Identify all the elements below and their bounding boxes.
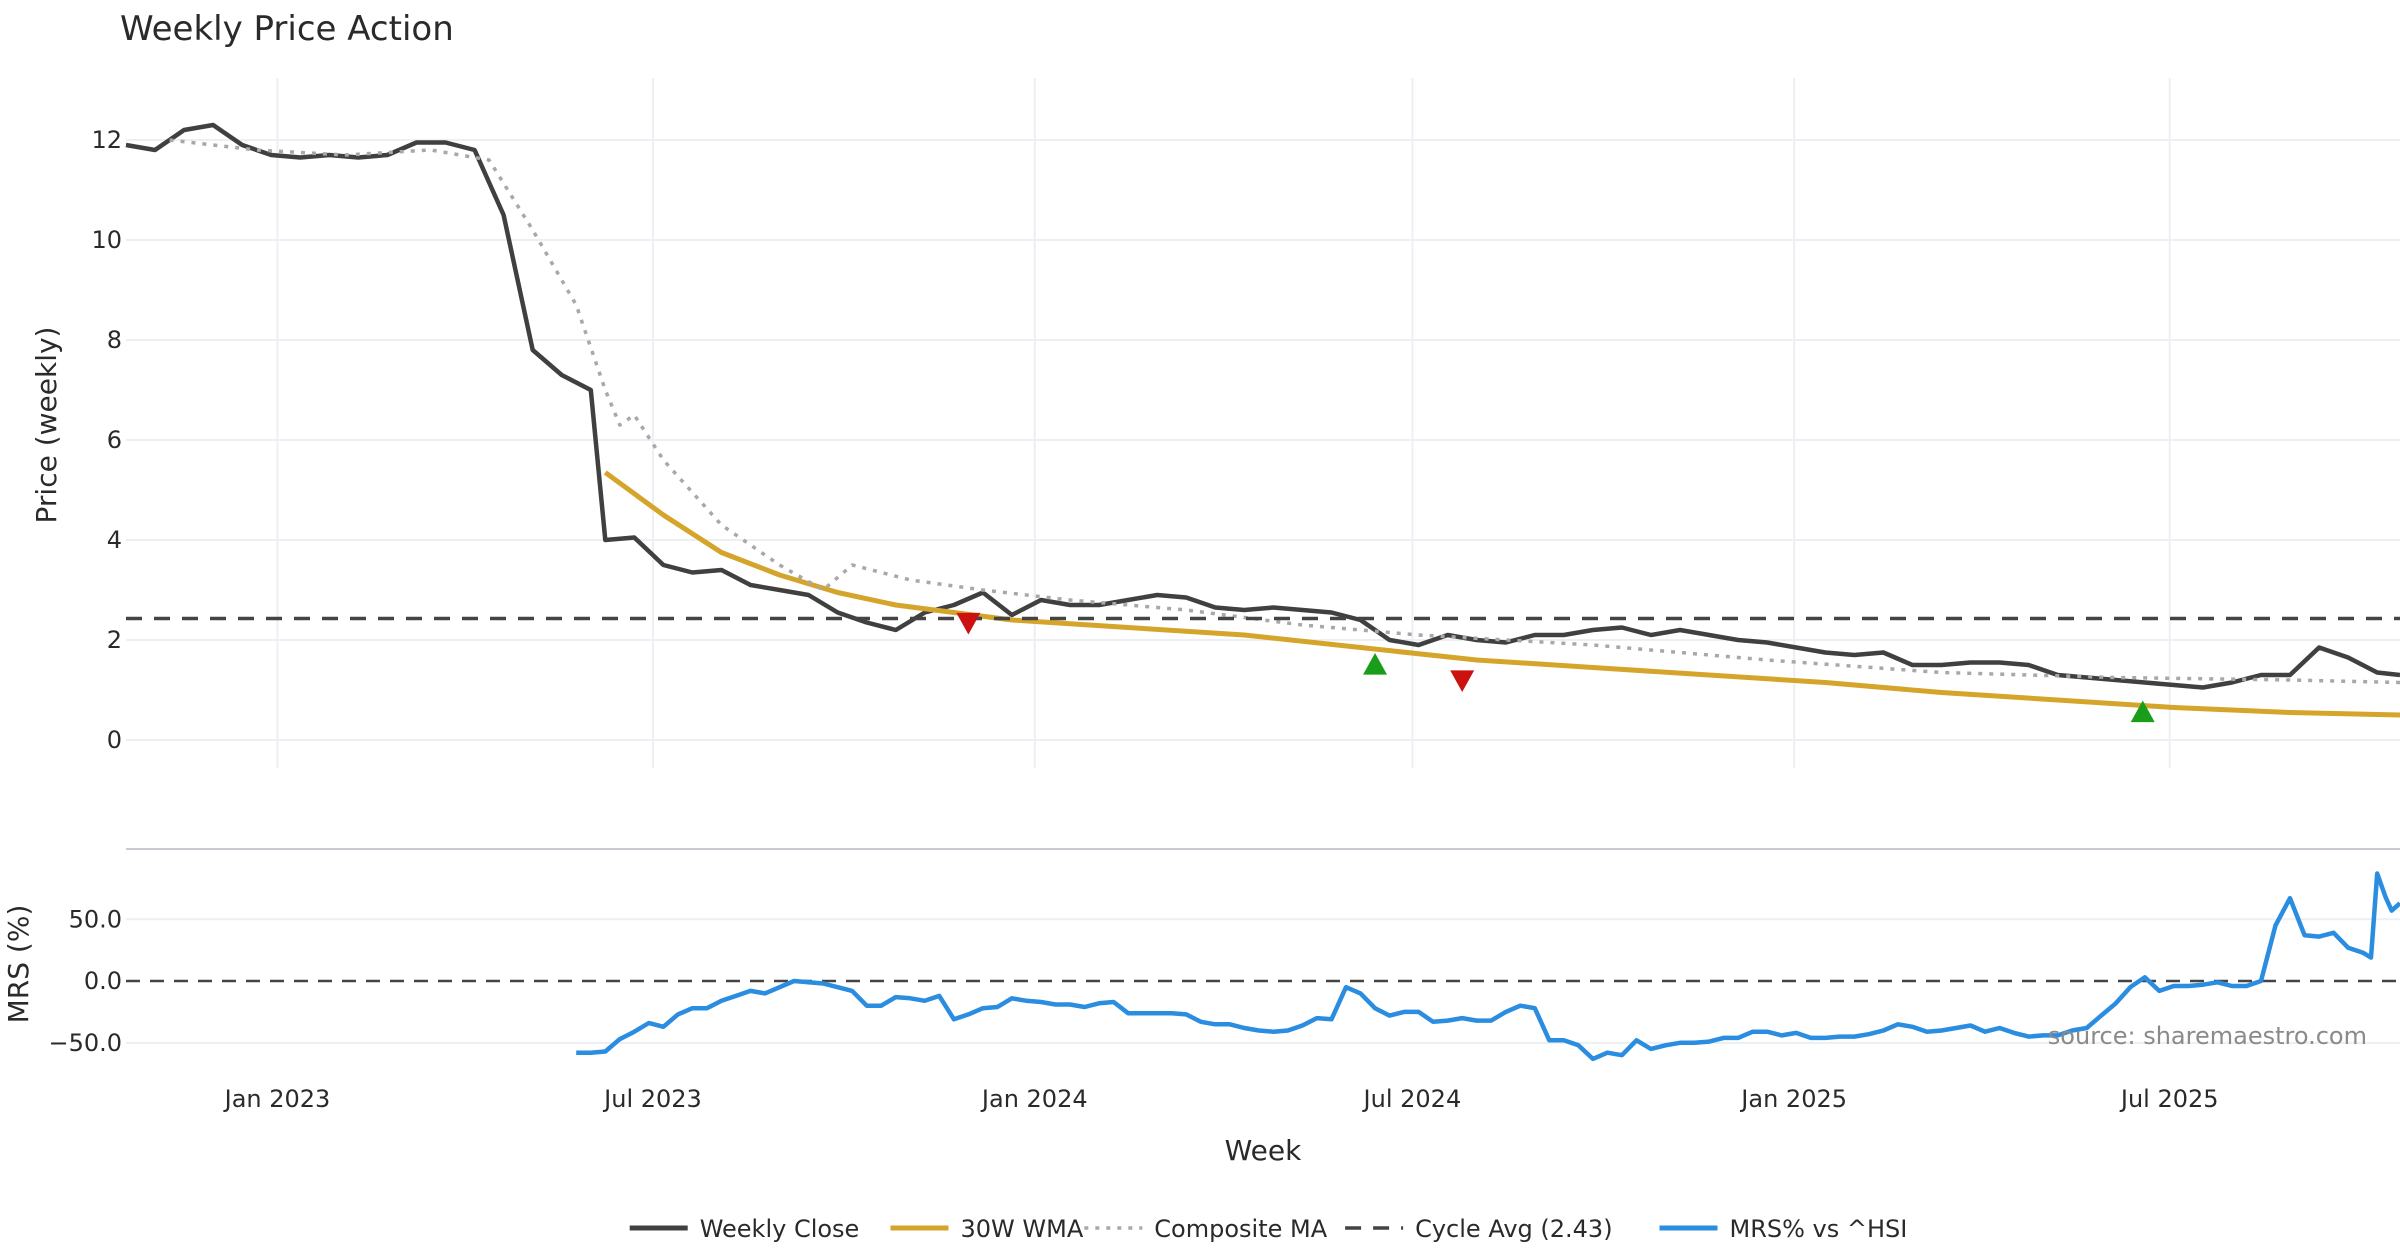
legend-label: Weekly Close (700, 1215, 860, 1243)
legend-item: Weekly Close (629, 1215, 860, 1243)
price-y-tick-label: 0 (107, 726, 122, 754)
x-axis-ticks: Jan 2023 Jul 2023 Jan 2024 Jul 2024 Jan 2025… (223, 1085, 2219, 1113)
legend-label: Composite MA (1154, 1215, 1327, 1243)
mrs-y-tick-label: −50.0 (48, 1029, 122, 1057)
buy-signal-marker (2130, 700, 2155, 723)
price-y-tick-label: 10 (91, 226, 122, 254)
x-tick-label: Jan 2024 (980, 1085, 1088, 1113)
price-y-tick-label: 8 (107, 326, 122, 354)
sell-signal-marker (1450, 670, 1475, 692)
price-signals (956, 612, 2155, 723)
chart-title: Weekly Price Action (120, 9, 454, 49)
legend-item: 30W WMA (890, 1215, 1084, 1243)
legend-label: Cycle Avg (2.43) (1415, 1215, 1612, 1243)
price-y-tick-label: 2 (107, 626, 122, 654)
legend-item: Composite MA (1084, 1215, 1328, 1243)
30w-wma-line (603, 470, 2400, 718)
weekly-close-line (125, 122, 2400, 690)
mrs-panel: 50.0 0.0 −50.0 MRS (%) (2, 871, 2400, 1062)
price-y-tick-label: 6 (107, 426, 122, 454)
price-y-tick-label: 4 (107, 526, 122, 554)
mrs-y-tick-label: 50.0 (69, 905, 122, 933)
legend-item: Cycle Avg (2.43) (1345, 1215, 1613, 1243)
mrs-series (576, 871, 2400, 1062)
mrs-line (576, 871, 2400, 1062)
legend-item: MRS% vs ^HSI (1659, 1215, 1908, 1243)
mrs-y-axis-label: MRS (%) (2, 905, 35, 1024)
source-label: source: sharemaestro.com (2048, 1022, 2367, 1050)
price-panel: 0 2 4 6 8 10 12 Price (weekly) (30, 78, 2400, 768)
legend-label: 30W WMA (961, 1215, 1084, 1243)
x-tick-label: Jan 2025 (1739, 1085, 1847, 1113)
price-y-ticks: 0 2 4 6 8 10 12 (91, 126, 122, 754)
mrs-y-ticks: 50.0 0.0 −50.0 (48, 905, 122, 1057)
price-gridlines (126, 78, 2400, 768)
x-tick-label: Jan 2023 (223, 1085, 331, 1113)
legend: Weekly Close 30W WMA Composite MA Cycle Avg… (629, 1215, 1908, 1243)
buy-signal-marker (1363, 653, 1388, 675)
price-y-axis-label: Price (weekly) (30, 327, 63, 524)
price-series (125, 122, 2400, 718)
legend-label: MRS% vs ^HSI (1730, 1215, 1908, 1243)
x-axis-label: Week (1225, 1134, 1302, 1167)
x-tick-label: Jul 2024 (1362, 1085, 1462, 1113)
mrs-gridlines (126, 918, 2400, 1044)
x-tick-label: Jul 2025 (2119, 1085, 2219, 1113)
x-tick-label: Jul 2023 (602, 1085, 702, 1113)
sell-signal-marker (956, 612, 981, 635)
price-y-tick-label: 12 (91, 126, 122, 154)
mrs-y-tick-label: 0.0 (84, 967, 122, 995)
